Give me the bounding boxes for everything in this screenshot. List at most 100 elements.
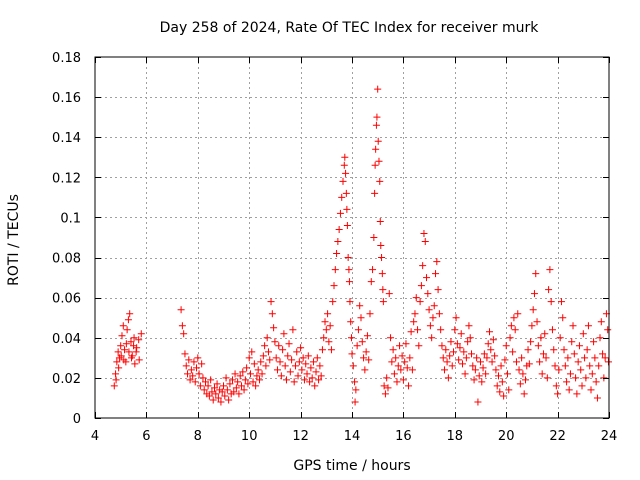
data-point: [411, 310, 419, 318]
data-point: [354, 326, 362, 334]
data-point: [199, 374, 207, 382]
data-point: [419, 262, 427, 270]
data-point: [374, 85, 382, 93]
data-point: [352, 386, 360, 394]
data-point: [530, 290, 538, 298]
data-point: [327, 346, 335, 354]
data-point: [582, 374, 590, 382]
data-point: [383, 374, 391, 382]
x-axis-label: GPS time / hours: [293, 458, 410, 474]
data-point: [293, 348, 301, 356]
data-point: [270, 324, 278, 332]
data-point: [379, 298, 387, 306]
data-point: [403, 364, 411, 372]
data-point: [388, 358, 396, 366]
data-point: [362, 348, 370, 356]
data-point: [497, 362, 505, 370]
data-point: [482, 370, 490, 378]
data-point: [336, 209, 344, 217]
data-point: [369, 266, 377, 274]
data-point: [425, 306, 433, 314]
data-point: [450, 348, 458, 356]
data-point: [521, 376, 529, 384]
data-point: [385, 290, 393, 298]
data-point: [318, 346, 326, 354]
data-point: [414, 326, 422, 334]
data-point: [581, 354, 589, 362]
data-point: [528, 322, 536, 330]
data-point: [288, 356, 296, 364]
data-point: [339, 177, 347, 185]
data-point: [520, 390, 528, 398]
data-point: [451, 326, 459, 334]
data-point: [259, 352, 267, 360]
x-tick-label: 8: [194, 429, 202, 444]
data-point: [470, 376, 478, 384]
data-point: [345, 266, 353, 274]
data-point: [342, 189, 350, 197]
data-point: [561, 362, 569, 370]
data-point: [381, 390, 389, 398]
data-point: [416, 298, 424, 306]
data-point: [120, 356, 128, 364]
data-point: [390, 370, 398, 378]
data-point: [376, 217, 384, 225]
data-point: [453, 340, 461, 348]
data-point: [272, 354, 280, 362]
data-point: [196, 382, 204, 390]
data-point: [127, 354, 135, 362]
data-point: [321, 318, 329, 326]
data-point: [133, 344, 141, 352]
data-point: [441, 366, 449, 374]
data-point: [600, 374, 608, 382]
data-point: [131, 360, 139, 368]
data-point: [280, 330, 288, 338]
data-point: [480, 350, 488, 358]
data-point: [365, 356, 373, 364]
data-point: [424, 290, 432, 298]
data-point: [186, 376, 194, 384]
y-tick-label: 0.18: [52, 51, 81, 66]
data-point: [348, 350, 356, 358]
data-point: [263, 334, 271, 342]
data-point: [599, 350, 607, 358]
data-point: [226, 380, 234, 388]
data-point: [325, 338, 333, 346]
axis-ticks: [95, 57, 610, 419]
data-point: [479, 364, 487, 372]
data-point: [456, 344, 464, 352]
data-point: [187, 366, 195, 374]
data-point: [420, 229, 428, 237]
data-point: [444, 374, 452, 382]
data-point: [493, 382, 501, 390]
data-point: [232, 384, 240, 392]
data-point: [124, 316, 132, 324]
y-tick-label: 0.1: [60, 211, 81, 226]
data-point: [586, 362, 594, 370]
data-point: [344, 254, 352, 262]
data-point: [501, 356, 509, 364]
data-point: [555, 366, 563, 374]
data-point: [331, 266, 339, 274]
data-point: [593, 394, 601, 402]
data-point: [122, 340, 130, 348]
data-point: [132, 348, 140, 356]
data-point: [515, 366, 523, 374]
data-point: [290, 378, 298, 386]
data-point: [372, 145, 380, 153]
data-point: [541, 330, 549, 338]
data-point: [209, 396, 217, 404]
data-point: [512, 358, 520, 366]
data-point: [218, 388, 226, 396]
data-point: [588, 370, 596, 378]
data-point: [439, 354, 447, 362]
data-point: [230, 388, 238, 396]
data-point: [429, 314, 437, 322]
data-point: [597, 318, 605, 326]
data-point: [335, 225, 343, 233]
data-point: [268, 310, 276, 318]
data-point: [527, 338, 535, 346]
data-point: [246, 370, 254, 378]
data-point: [306, 378, 314, 386]
